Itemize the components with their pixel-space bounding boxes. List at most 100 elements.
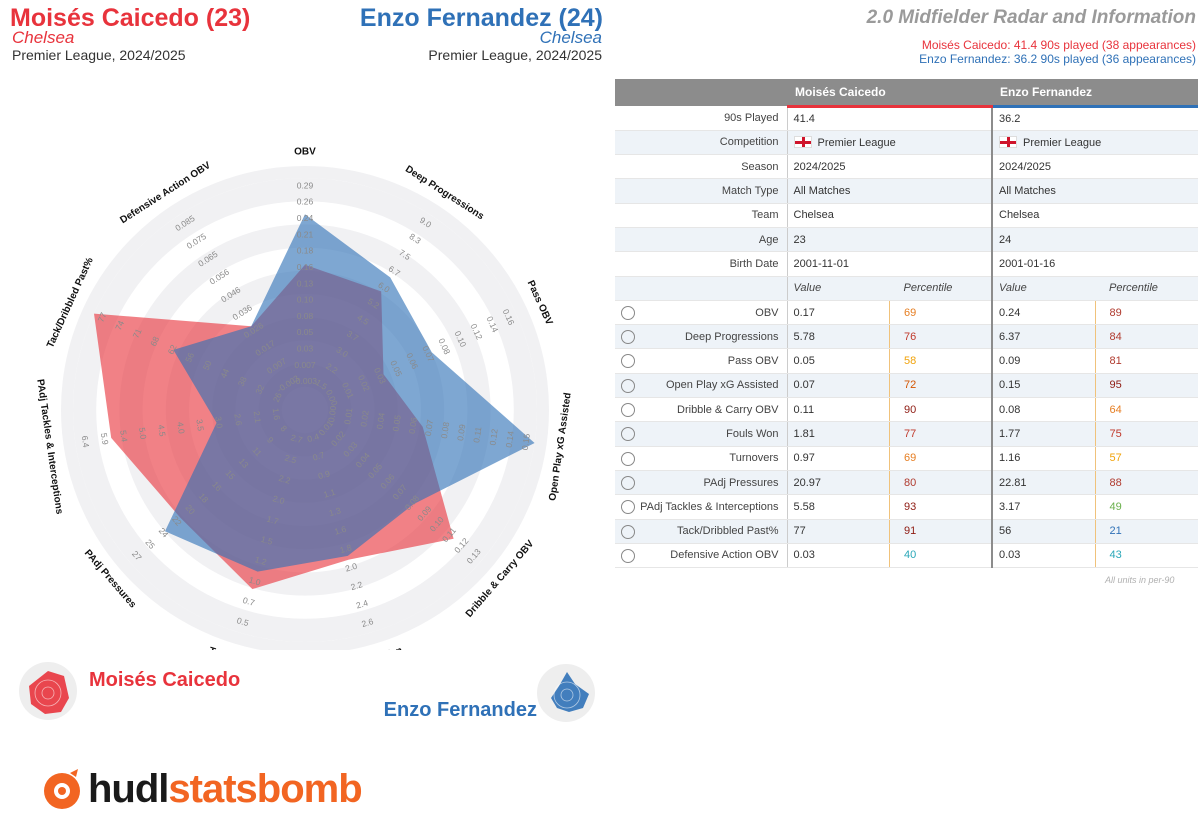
table-header-row: Moisés Caicedo Enzo Fernandez (615, 79, 1198, 108)
axis-tick-label: 5.0 (137, 427, 149, 440)
axis-tick-label: 6.4 (80, 435, 92, 448)
axis-tick-label: 3.5 (194, 418, 206, 431)
player2-club: Chelsea (539, 28, 602, 47)
metric-percentile-player1: 77 (889, 421, 992, 447)
metric-label-cell: Defensive Action OBV (615, 543, 788, 569)
axis-tick-label: 0.7 (311, 450, 325, 463)
metric-label: OBV (755, 306, 779, 319)
info-value-text: 41.4 (793, 112, 815, 125)
metric-value-player2: 6.37 (991, 324, 1095, 350)
info-row: 90s Played 41.4 36.2 (615, 106, 1198, 131)
metric-row: Defensive Action OBV 0.03 40 0.03 43 (615, 543, 1198, 569)
metric-label: PAdj Tackles & Interceptions (640, 500, 779, 513)
axis-tick-label: 62 (166, 343, 179, 356)
axis-tick-label: 1.3 (328, 505, 342, 518)
info-label: Birth Date (615, 251, 788, 277)
axis-label: PAdj Tackles & Interceptions (34, 378, 64, 515)
comparison-table: Moisés Caicedo Enzo Fernandez 90s Played… (615, 79, 1198, 569)
axis-tick-label: 0.05 (297, 327, 314, 337)
axis-tick-label: 2.6 (232, 413, 244, 426)
player1-legend-label: Moisés Caicedo (89, 669, 241, 691)
axis-tick-label: 0.06 (407, 416, 419, 434)
metric-percentile-player2: 89 (1094, 300, 1198, 326)
metric-percentile-player1: 58 (889, 348, 992, 374)
axis-tick-label: 1.0 (248, 575, 262, 588)
info-value-text: 24 (999, 233, 1012, 246)
metric-value-player1: 20.97 (787, 470, 890, 496)
player2-competition: Premier League, 2024/2025 (428, 47, 602, 63)
metric-row: PAdj Pressures 20.97 80 22.81 88 (615, 470, 1198, 496)
axis-label: OBV (294, 147, 316, 158)
metric-row: Dribble & Carry OBV 0.11 90 0.08 64 (615, 397, 1198, 423)
axis-tick-label: 0.21 (297, 229, 314, 239)
axis-tick-label: 2.0 (344, 561, 358, 574)
metric-value-player2: 22.81 (991, 470, 1095, 496)
metric-row: Open Play xG Assisted 0.07 72 0.15 95 (615, 373, 1198, 399)
info-value-text: 2001-11-01 (793, 257, 849, 270)
axis-tick-label: 0.12 (487, 428, 499, 446)
metric-value-player1: 1.81 (787, 421, 890, 447)
metric-row: OBV 0.17 69 0.24 89 (615, 300, 1198, 326)
metric-percentile-player2: 49 (1094, 494, 1198, 520)
info-value-player1: 2001-11-01 (787, 251, 992, 277)
axis-tick-label: 1.7 (266, 514, 280, 527)
metric-percentile-player1: 90 (889, 397, 992, 423)
axis-tick-label: 2.6 (360, 616, 374, 629)
metric-label-cell: PAdj Pressures (615, 470, 788, 496)
info-label: Competition (615, 130, 788, 156)
axis-tick-label: 77 (96, 311, 109, 324)
info-value-text: 23 (793, 233, 806, 246)
axis-tick-label: 1.2 (254, 554, 268, 567)
info-value-player2: Premier League (991, 130, 1198, 156)
dial-icon (621, 403, 635, 418)
axis-tick-label: 0.29 (297, 180, 314, 190)
metric-row: Deep Progressions 5.78 76 6.37 84 (615, 324, 1198, 350)
metric-label-cell: OBV (615, 300, 788, 326)
info-label: Team (615, 203, 788, 228)
dial-icon (621, 475, 635, 490)
axis-label: Open Play xG Assisted (547, 392, 573, 502)
dial-icon (621, 427, 635, 442)
axis-tick-label: 0.00 (326, 405, 338, 423)
info-value-player1: 2024/2025 (787, 154, 992, 180)
dial-icon (621, 330, 635, 345)
metric-percentile-player1: 91 (889, 519, 992, 544)
metric-value-player2: 0.24 (991, 300, 1095, 326)
metric-label-cell: Tack/Dribbled Past% (615, 519, 788, 544)
axis-tick-label: 26 (271, 391, 284, 404)
metric-percentile-player2: 64 (1094, 397, 1198, 423)
axis-tick-label: 50 (201, 359, 214, 372)
axis-tick-label: 0.16 (297, 262, 314, 272)
info-row: Season 2024/2025 2024/2025 (615, 154, 1198, 180)
dial-icon (621, 378, 635, 393)
axis-tick-label: 0.05 (391, 414, 403, 432)
info-value-text: 36.2 (999, 112, 1021, 125)
metric-label-cell: Open Play xG Assisted (615, 373, 788, 399)
axis-tick-label: 2.2 (349, 579, 363, 592)
axis-tick-label: 2.0 (272, 493, 286, 506)
axis-tick-label: 2.7 (290, 432, 304, 445)
player2-legend-icon (537, 664, 595, 722)
info-label: 90s Played (615, 106, 788, 131)
info-value-player1: Chelsea (787, 203, 992, 228)
table-header-player2: Enzo Fernandez (992, 79, 1198, 108)
metric-value-player2: 1.16 (991, 446, 1095, 471)
axis-tick-label: 0.9 (317, 468, 331, 481)
series-fernandez-polygon (165, 214, 535, 572)
metric-percentile-player1: 93 (889, 494, 992, 520)
info-row: Team Chelsea Chelsea (615, 203, 1198, 228)
axis-tick-label: 0.7 (242, 595, 256, 608)
info-value-text: Premier League (817, 136, 896, 149)
axis-tick-label: 56 (183, 351, 196, 364)
metric-row: Turnovers 0.97 69 1.16 57 (615, 446, 1198, 471)
info-value-text: 2024/2025 (999, 160, 1051, 173)
subheader-value: Value (991, 276, 1095, 301)
metric-label: Tack/Dribbled Past% (677, 525, 779, 538)
axis-tick-label: 4.5 (156, 424, 168, 437)
axis-tick-label: 1.8 (339, 542, 353, 555)
metric-percentile-player2: 75 (1094, 421, 1198, 447)
axis-tick-label: 0.14 (504, 430, 516, 448)
metric-percentile-player1: 69 (889, 446, 992, 471)
metric-value-player1: 0.05 (787, 348, 890, 374)
metric-label: Open Play xG Assisted (666, 379, 779, 392)
